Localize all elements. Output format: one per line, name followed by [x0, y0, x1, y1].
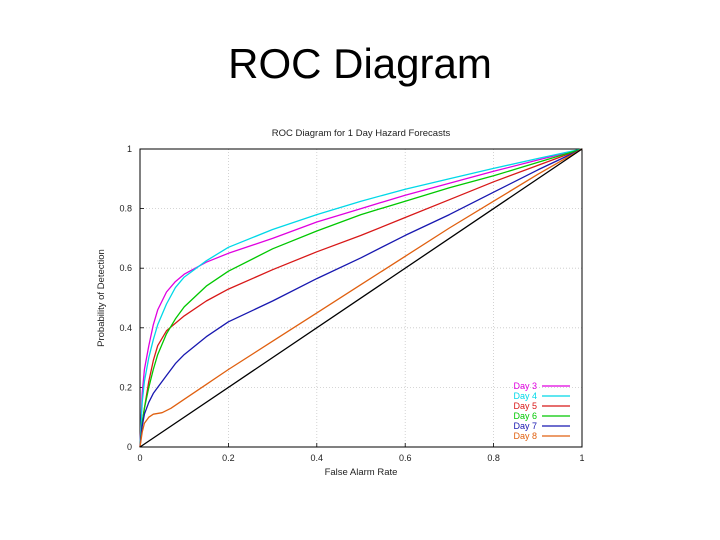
x-tick-label: 0: [137, 453, 142, 463]
x-tick-label: 0.4: [311, 453, 324, 463]
plot-frame: [139, 148, 583, 448]
y-tick-label: 0: [127, 442, 132, 452]
x-tick-label: 1: [579, 453, 584, 463]
legend-label-day-5: Day 5: [513, 401, 537, 411]
series-line-day-5: [139, 148, 583, 448]
y-tick-label: 1: [127, 144, 132, 154]
y-tick-label: 0.6: [119, 263, 132, 273]
legend-label-day-6: Day 6: [513, 411, 537, 421]
series-line-day-8: [139, 148, 583, 448]
series-line-day-3: [139, 148, 583, 448]
series-line-day-7: [139, 148, 583, 448]
y-tick-label: 0.2: [119, 382, 132, 392]
legend-label-day-7: Day 7: [513, 421, 537, 431]
x-tick-label: 0.2: [222, 453, 235, 463]
x-axis-label: False Alarm Rate: [325, 467, 398, 478]
series-line-day-6: [139, 148, 583, 448]
x-tick-label: 0.8: [487, 453, 500, 463]
y-tick-label: 0.4: [119, 323, 132, 333]
y-tick-label: 0.8: [119, 204, 132, 214]
legend-label-day-4: Day 4: [513, 391, 537, 401]
legend-label-day-8: Day 8: [513, 431, 537, 441]
slide-title: ROC Diagram: [228, 40, 492, 87]
x-tick-label: 0.6: [399, 453, 412, 463]
y-axis-label: Probability of Detection: [96, 249, 107, 347]
chart-title: ROC Diagram for 1 Day Hazard Forecasts: [272, 128, 451, 139]
legend-label-day-3: Day 3: [513, 381, 537, 391]
series-line-day-4: [139, 148, 583, 448]
reference-line: [139, 148, 583, 448]
